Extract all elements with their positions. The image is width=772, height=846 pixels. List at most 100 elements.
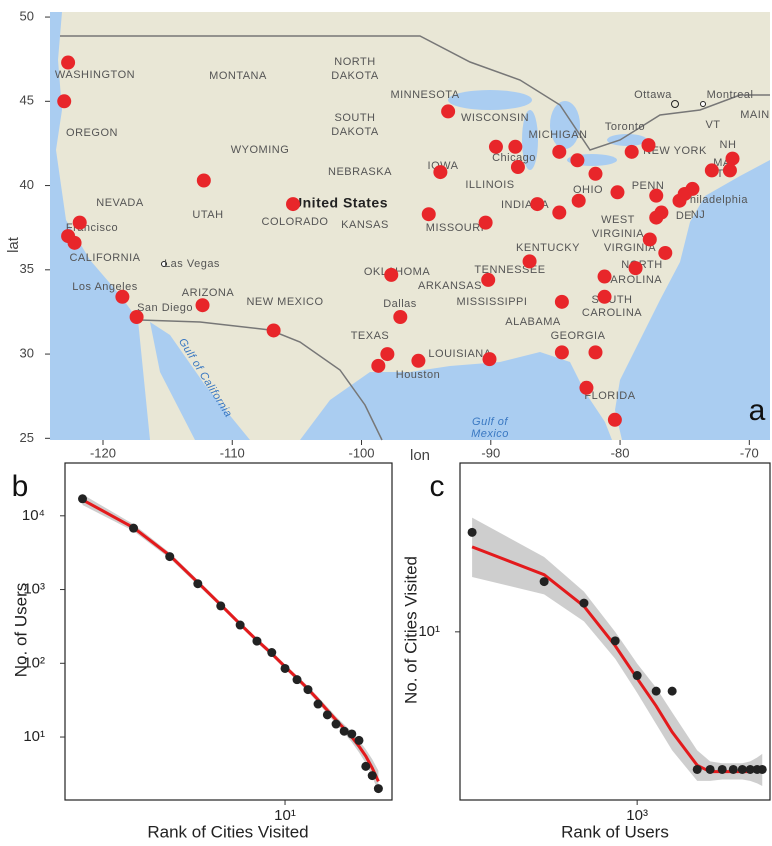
data-point (738, 765, 747, 774)
data-point (511, 160, 525, 174)
data-point (523, 254, 537, 268)
confidence-band (472, 518, 762, 786)
y-tick-label: 10⁴ (22, 507, 45, 524)
data-point (354, 736, 363, 745)
data-point (552, 145, 566, 159)
map-label: NEVADA (96, 197, 144, 209)
y-axis-title: No. of Cities Visited (401, 556, 420, 704)
map-label: Las Vegas (164, 258, 220, 270)
map-label: KANSAS (341, 219, 389, 231)
data-point (726, 152, 740, 166)
data-point (668, 687, 677, 696)
data-point (193, 579, 202, 588)
data-point (374, 784, 383, 793)
data-point (706, 765, 715, 774)
data-point (649, 211, 663, 225)
data-point (610, 185, 624, 199)
data-point (579, 599, 588, 608)
data-point (393, 310, 407, 324)
data-point (323, 710, 332, 719)
data-point (286, 197, 300, 211)
data-point (540, 577, 549, 586)
x-tick-label: -70 (740, 445, 759, 460)
x-axis-title: lon (410, 447, 430, 464)
y-tick-label: 50 (20, 8, 34, 23)
x-tick-label: -120 (90, 445, 116, 460)
data-point (441, 104, 455, 118)
map-label: Gulf of (472, 416, 508, 428)
map-label: MISSISSIPPI (457, 296, 528, 308)
map-label: CALIFORNIA (69, 252, 140, 264)
figure: WASHINGTONOREGONCALIFORNIANEVADAUTAHARIZ… (0, 0, 772, 846)
data-point (608, 413, 622, 427)
data-point (252, 637, 261, 646)
data-point (61, 56, 75, 70)
data-point (482, 352, 496, 366)
data-point (643, 232, 657, 246)
data-point (57, 94, 71, 108)
map-label: MISSOURI (426, 222, 484, 234)
map-label: WASHINGTON (55, 69, 135, 81)
data-point (73, 216, 87, 230)
data-point (579, 381, 593, 395)
data-point (625, 145, 639, 159)
data-point (303, 685, 312, 694)
data-point (705, 163, 719, 177)
map-label: UTAH (192, 209, 223, 221)
data-point (572, 194, 586, 208)
map-label: San Diego (137, 302, 193, 314)
data-point (468, 528, 477, 537)
y-tick-label: 25 (20, 430, 34, 445)
data-point (508, 140, 522, 154)
map-label: DAKOTA (331, 70, 379, 82)
map-label: Los Angeles (72, 281, 137, 293)
map-label: DAKOTA (331, 126, 379, 138)
x-tick-label: 10³ (626, 807, 648, 824)
data-point (384, 268, 398, 282)
data-point (479, 216, 493, 230)
data-point (293, 675, 302, 684)
panel-letter: b (12, 470, 29, 503)
map-label: United States (292, 195, 388, 211)
map-label: NH (720, 139, 737, 151)
map-label: ARIZONA (182, 287, 235, 299)
data-point (361, 762, 370, 771)
map-label: WEST (601, 214, 635, 226)
data-point (115, 290, 129, 304)
map-label: Ottawa (634, 89, 672, 101)
y-tick-label: 40 (20, 177, 34, 192)
data-point (314, 700, 323, 709)
y-tick-label: 10¹ (418, 623, 440, 640)
data-point (685, 182, 699, 196)
data-point (555, 295, 569, 309)
map-label: CAROLINA (582, 307, 642, 319)
map-label: KENTUCKY (516, 242, 580, 254)
data-point (489, 140, 503, 154)
lake (550, 101, 580, 149)
y-tick-label: 35 (20, 261, 34, 276)
map-label: SOUTH (335, 112, 376, 124)
x-axis-title: Rank of Users (561, 822, 669, 841)
lake (448, 90, 532, 110)
data-point (216, 601, 225, 610)
x-tick-label: -110 (220, 445, 245, 460)
data-point (481, 273, 495, 287)
data-point (129, 524, 138, 533)
data-point (598, 290, 612, 304)
map-label: GEORGIA (551, 330, 606, 342)
map-label: Houston (396, 369, 440, 381)
data-point (633, 671, 642, 680)
x-tick-label: -80 (611, 445, 630, 460)
y-tick-label: 10¹ (23, 728, 45, 745)
data-point (723, 163, 737, 177)
data-point (718, 765, 727, 774)
confidence-band (83, 494, 379, 792)
x-tick-label: -90 (481, 445, 500, 460)
data-point (196, 298, 210, 312)
data-point (433, 165, 447, 179)
map-label: ALABAMA (505, 316, 561, 328)
map-label: NEBRASKA (328, 166, 392, 178)
data-point (530, 197, 544, 211)
map-label: NJ (691, 209, 705, 221)
map-label: TEXAS (351, 330, 390, 342)
